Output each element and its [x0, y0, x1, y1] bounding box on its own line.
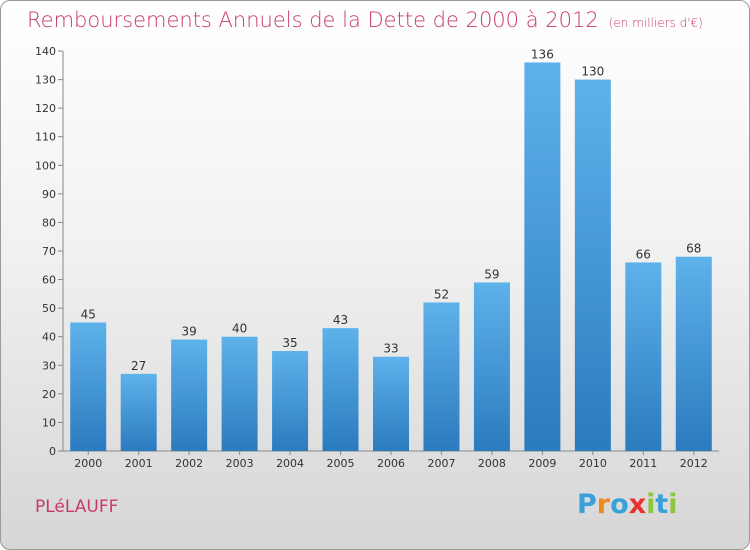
y-tick-label: 0: [49, 445, 56, 458]
x-tick-label-2010: 2010: [579, 457, 607, 470]
bar-2004: [272, 351, 309, 451]
y-tick-label: 10: [42, 416, 56, 429]
x-tick-label-2000: 2000: [74, 457, 102, 470]
value-label-2004: 35: [282, 336, 297, 350]
x-tick-label-2001: 2001: [125, 457, 153, 470]
x-tick-label-2004: 2004: [276, 457, 304, 470]
bar-2003: [221, 336, 258, 451]
y-tick-label: 100: [35, 159, 56, 172]
value-label-2002: 39: [182, 325, 197, 339]
y-tick-label: 120: [35, 102, 56, 115]
y-tick-label: 30: [42, 359, 56, 372]
x-tick-label-2007: 2007: [427, 457, 455, 470]
chart-bars: 45 27 39 40 35 43 33 52 59 136 130 66 68: [70, 47, 712, 452]
value-label-2011: 66: [636, 247, 651, 261]
x-tick-label-2005: 2005: [327, 457, 355, 470]
bar-2006: [373, 356, 409, 451]
value-label-2010: 130: [581, 65, 604, 79]
y-tick-label: 130: [35, 74, 56, 87]
logo-letter: i: [668, 489, 678, 520]
value-label-2003: 40: [232, 322, 247, 336]
bar-2007: [423, 302, 460, 451]
value-label-2008: 59: [484, 267, 499, 281]
bar-2009: [524, 62, 561, 452]
value-label-2012: 68: [686, 242, 701, 256]
chart-title: Remboursements Annuels de la Dette de 20…: [27, 8, 703, 32]
logo-letter: i: [646, 489, 656, 520]
value-label-2001: 27: [131, 359, 146, 373]
x-tick-label-2006: 2006: [377, 457, 405, 470]
value-label-2005: 43: [333, 313, 348, 327]
value-label-2007: 52: [434, 287, 449, 301]
commune-name: PLéLAUFF: [35, 497, 119, 517]
chart-title-text: Remboursements Annuels de la Dette de 20…: [27, 8, 599, 32]
x-tick-label-2003: 2003: [226, 457, 254, 470]
bar-2012: [675, 256, 712, 451]
value-label-2009: 136: [531, 47, 554, 61]
bar-2001: [120, 373, 157, 451]
y-tick-label: 70: [42, 245, 56, 258]
logo-letter: x: [628, 489, 647, 520]
value-label-2000: 45: [81, 307, 96, 321]
x-tick-label-2011: 2011: [629, 457, 657, 470]
y-tick-label: 60: [42, 274, 56, 287]
bar-2011: [625, 262, 662, 451]
y-tick-label: 50: [42, 302, 56, 315]
bar-2008: [473, 282, 510, 451]
y-tick-label: 90: [42, 188, 56, 201]
y-tick-label: 110: [35, 131, 56, 144]
chart-unit-label: (en milliers d'€): [608, 16, 703, 30]
x-tick-label-2002: 2002: [175, 457, 203, 470]
logo-letter: o: [610, 489, 629, 520]
proxiti-logo: Proxiti: [577, 489, 678, 520]
x-tick-label-2008: 2008: [478, 457, 506, 470]
logo-letter: t: [655, 489, 669, 520]
bar-2005: [322, 328, 359, 451]
logo-letter: P: [577, 489, 597, 520]
bar-2010: [574, 79, 611, 452]
y-tick-label: 140: [35, 45, 56, 58]
y-tick-label: 40: [42, 331, 56, 344]
y-tick-label: 20: [42, 388, 56, 401]
x-tick-label-2009: 2009: [528, 457, 556, 470]
chart-axes: 0 10 20 30 40 50 60 70 80 90 100 110 120 130 140 2000 20…: [35, 45, 719, 470]
y-tick-label: 80: [42, 216, 56, 229]
x-tick-label-2012: 2012: [680, 457, 708, 470]
value-label-2006: 33: [383, 342, 398, 356]
bar-2002: [171, 339, 208, 451]
logo-letter: r: [596, 489, 611, 520]
bar-2000: [70, 322, 107, 451]
